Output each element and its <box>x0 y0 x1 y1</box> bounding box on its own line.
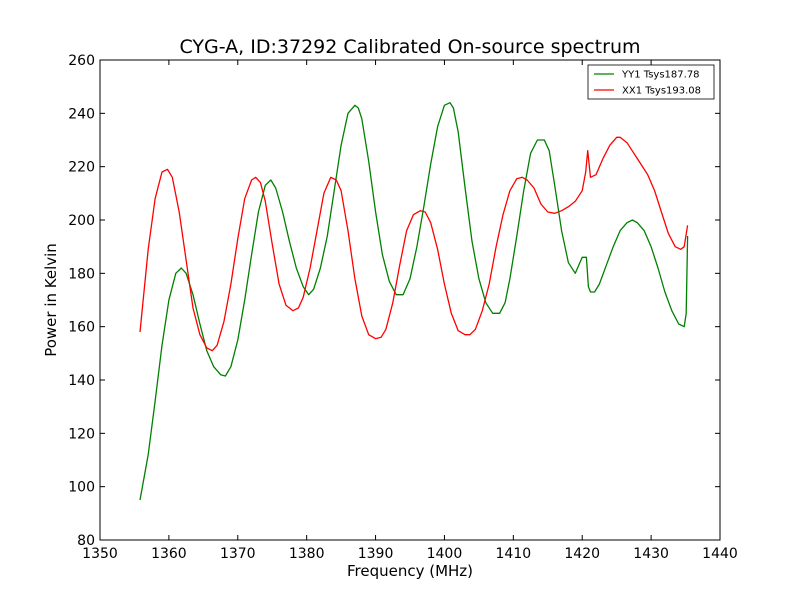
series-line-1 <box>139 102 689 501</box>
legend-label-2: XX1 Tsys193.08 <box>622 86 701 97</box>
axis-ticks: 1350 1360 1370 1380 1390 1400 1410 1420 1430 1440… <box>68 53 738 562</box>
y-tick-label: 240 <box>68 106 95 122</box>
y-tick-label: 160 <box>68 320 95 336</box>
x-tick-label: 1420 <box>564 546 600 562</box>
x-tick-label: 1390 <box>358 546 394 562</box>
chart-title: CYG-A, ID:37292 Calibrated On-source spe… <box>179 36 640 58</box>
y-tick-label: 100 <box>68 480 95 496</box>
series-line-2 <box>139 136 689 352</box>
x-tick-label: 1360 <box>151 546 187 562</box>
x-tick-label: 1410 <box>496 546 532 562</box>
y-tick-label: 200 <box>68 213 95 229</box>
y-tick-label: 80 <box>77 533 95 549</box>
x-axis-label: Frequency (MHz) <box>347 562 473 580</box>
y-tick-label: 260 <box>68 53 95 69</box>
x-tick-label: 1370 <box>220 546 256 562</box>
x-tick-label: 1400 <box>427 546 463 562</box>
y-tick-label: 120 <box>68 426 95 442</box>
plot-area-frame <box>99 59 721 541</box>
y-tick-label: 220 <box>68 160 95 176</box>
x-tick-label: 1350 <box>82 546 118 562</box>
x-tick-label: 1380 <box>289 546 325 562</box>
y-axis-label: Power in Kelvin <box>42 243 60 357</box>
legend: YY1 Tsys187.78 XX1 Tsys193.08 <box>587 64 715 100</box>
x-tick-label: 1440 <box>702 546 738 562</box>
x-tick-label: 1430 <box>633 546 669 562</box>
legend-box <box>587 64 715 100</box>
series-layer <box>139 102 689 501</box>
y-tick-label: 180 <box>68 266 95 282</box>
y-tick-label: 140 <box>68 373 95 389</box>
legend-label-1: YY1 Tsys187.78 <box>621 70 700 81</box>
